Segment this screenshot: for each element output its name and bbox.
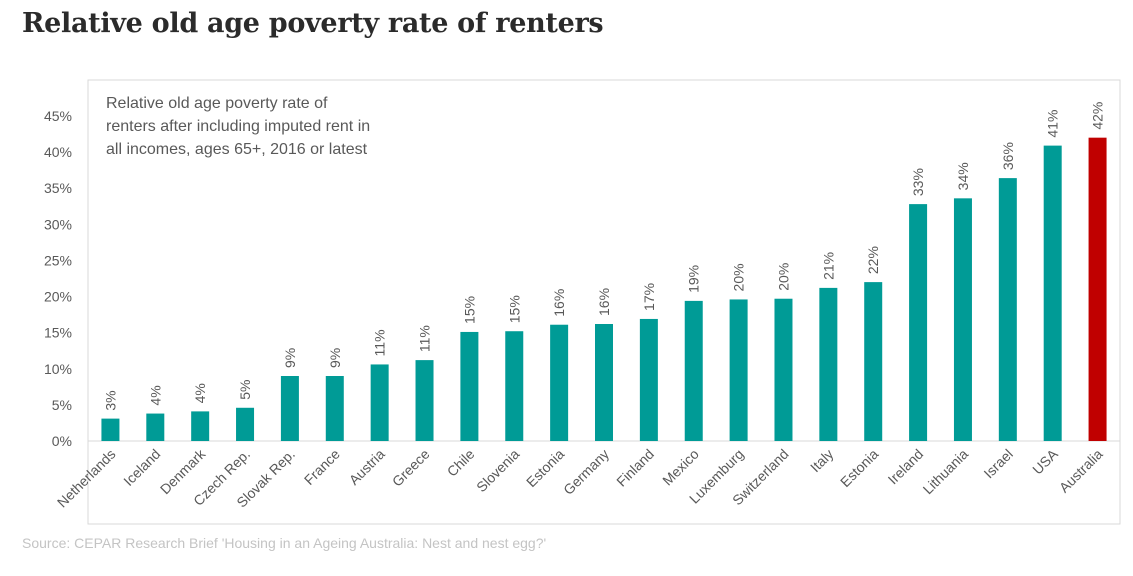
bar [460, 331, 479, 441]
bar [325, 376, 344, 441]
bar [370, 364, 389, 441]
bar [998, 178, 1017, 441]
x-tick-label: Greece [389, 446, 433, 490]
data-label: 17% [641, 283, 657, 311]
data-label: 21% [820, 252, 836, 280]
x-tick-label: Finland [613, 446, 657, 490]
data-label: 3% [102, 390, 118, 410]
bar [639, 318, 658, 441]
y-axis: 0% 5% 10% 15% 20% 25% 30% 35% 40% 45% [44, 108, 72, 449]
source-note: Source: CEPAR Research Brief 'Housing in… [22, 535, 547, 551]
y-tick-label: 0% [52, 433, 72, 449]
y-tick-label: 10% [44, 361, 72, 377]
annotation-line: Relative old age poverty rate of [106, 95, 328, 112]
x-tick-label: France [301, 446, 343, 488]
bar [415, 360, 434, 441]
data-label: 41% [1045, 110, 1061, 138]
data-label: 4% [192, 383, 208, 403]
bar [684, 300, 703, 441]
x-tick-label: Lithuania [920, 446, 972, 498]
data-label: 20% [731, 263, 747, 291]
x-tick-label: Israel [980, 446, 1016, 482]
y-tick-label: 5% [52, 397, 72, 413]
y-tick-label: 40% [44, 144, 72, 160]
data-label: 15% [506, 295, 522, 323]
data-label: 22% [865, 246, 881, 274]
annotation-line: renters after including imputed rent in [106, 118, 370, 135]
bar [236, 407, 255, 441]
bar [505, 331, 524, 441]
bar [595, 324, 613, 441]
data-label: 15% [461, 296, 477, 324]
y-tick-label: 20% [44, 289, 72, 305]
data-label: 11% [417, 325, 433, 352]
x-tick-label: Estonia [837, 446, 881, 490]
chart-annotation: Relative old age poverty rate of renters … [106, 95, 370, 158]
bar [864, 282, 883, 441]
data-label: 34% [955, 162, 971, 190]
plot-frame [87, 79, 1121, 525]
page-title: Relative old age poverty rate of renters [22, 8, 604, 39]
data-label: 5% [237, 380, 253, 400]
annotation-line: all incomes, ages 65+, 2016 or latest [106, 141, 368, 158]
x-tick-label: Netherlands [54, 446, 119, 511]
x-tick-label: Germany [560, 446, 612, 498]
x-tick-label: Austria [346, 446, 388, 488]
data-label: 19% [686, 265, 702, 293]
data-label: 33% [910, 168, 926, 196]
x-tick-label: USA [1029, 445, 1061, 477]
bar [1043, 145, 1062, 441]
x-tick-label: Ireland [885, 446, 927, 488]
bars [101, 137, 1107, 441]
data-label: 16% [551, 289, 567, 317]
bar [774, 298, 793, 441]
bar [1088, 137, 1107, 441]
data-label: 20% [775, 263, 791, 291]
y-tick-label: 35% [44, 180, 72, 196]
x-tick-label: Iceland [120, 446, 163, 489]
y-tick-label: 25% [44, 252, 72, 268]
bar [953, 198, 972, 441]
bar [819, 287, 838, 441]
bar [909, 204, 928, 441]
bar [101, 418, 120, 441]
data-label: 9% [282, 348, 298, 368]
x-tick-label: Chile [444, 446, 478, 480]
value-labels: 3% 4% 4% 5% 9% 9% 11% 11% 15% 15% 16% 16% 17% 19% 20% 2… [102, 102, 1105, 411]
x-tick-label: Italy [807, 446, 836, 475]
bar [280, 376, 299, 441]
x-tick-label: Slovenia [473, 446, 522, 495]
y-tick-label: 15% [44, 325, 72, 341]
bar [191, 411, 210, 441]
data-label: 36% [1000, 142, 1016, 170]
data-label: 9% [327, 348, 343, 368]
bar [146, 413, 165, 441]
x-tick-label: Mexico [659, 446, 702, 489]
x-tick-label: Estonia [523, 446, 567, 490]
x-tick-label: Australia [1056, 446, 1106, 496]
y-tick-label: 45% [44, 108, 72, 124]
bar [550, 324, 569, 441]
data-label: 42% [1090, 102, 1106, 130]
bar [729, 299, 748, 441]
data-label: 11% [372, 329, 388, 356]
data-label: 4% [147, 385, 163, 405]
y-tick-label: 30% [44, 216, 72, 232]
data-label: 16% [596, 288, 612, 316]
